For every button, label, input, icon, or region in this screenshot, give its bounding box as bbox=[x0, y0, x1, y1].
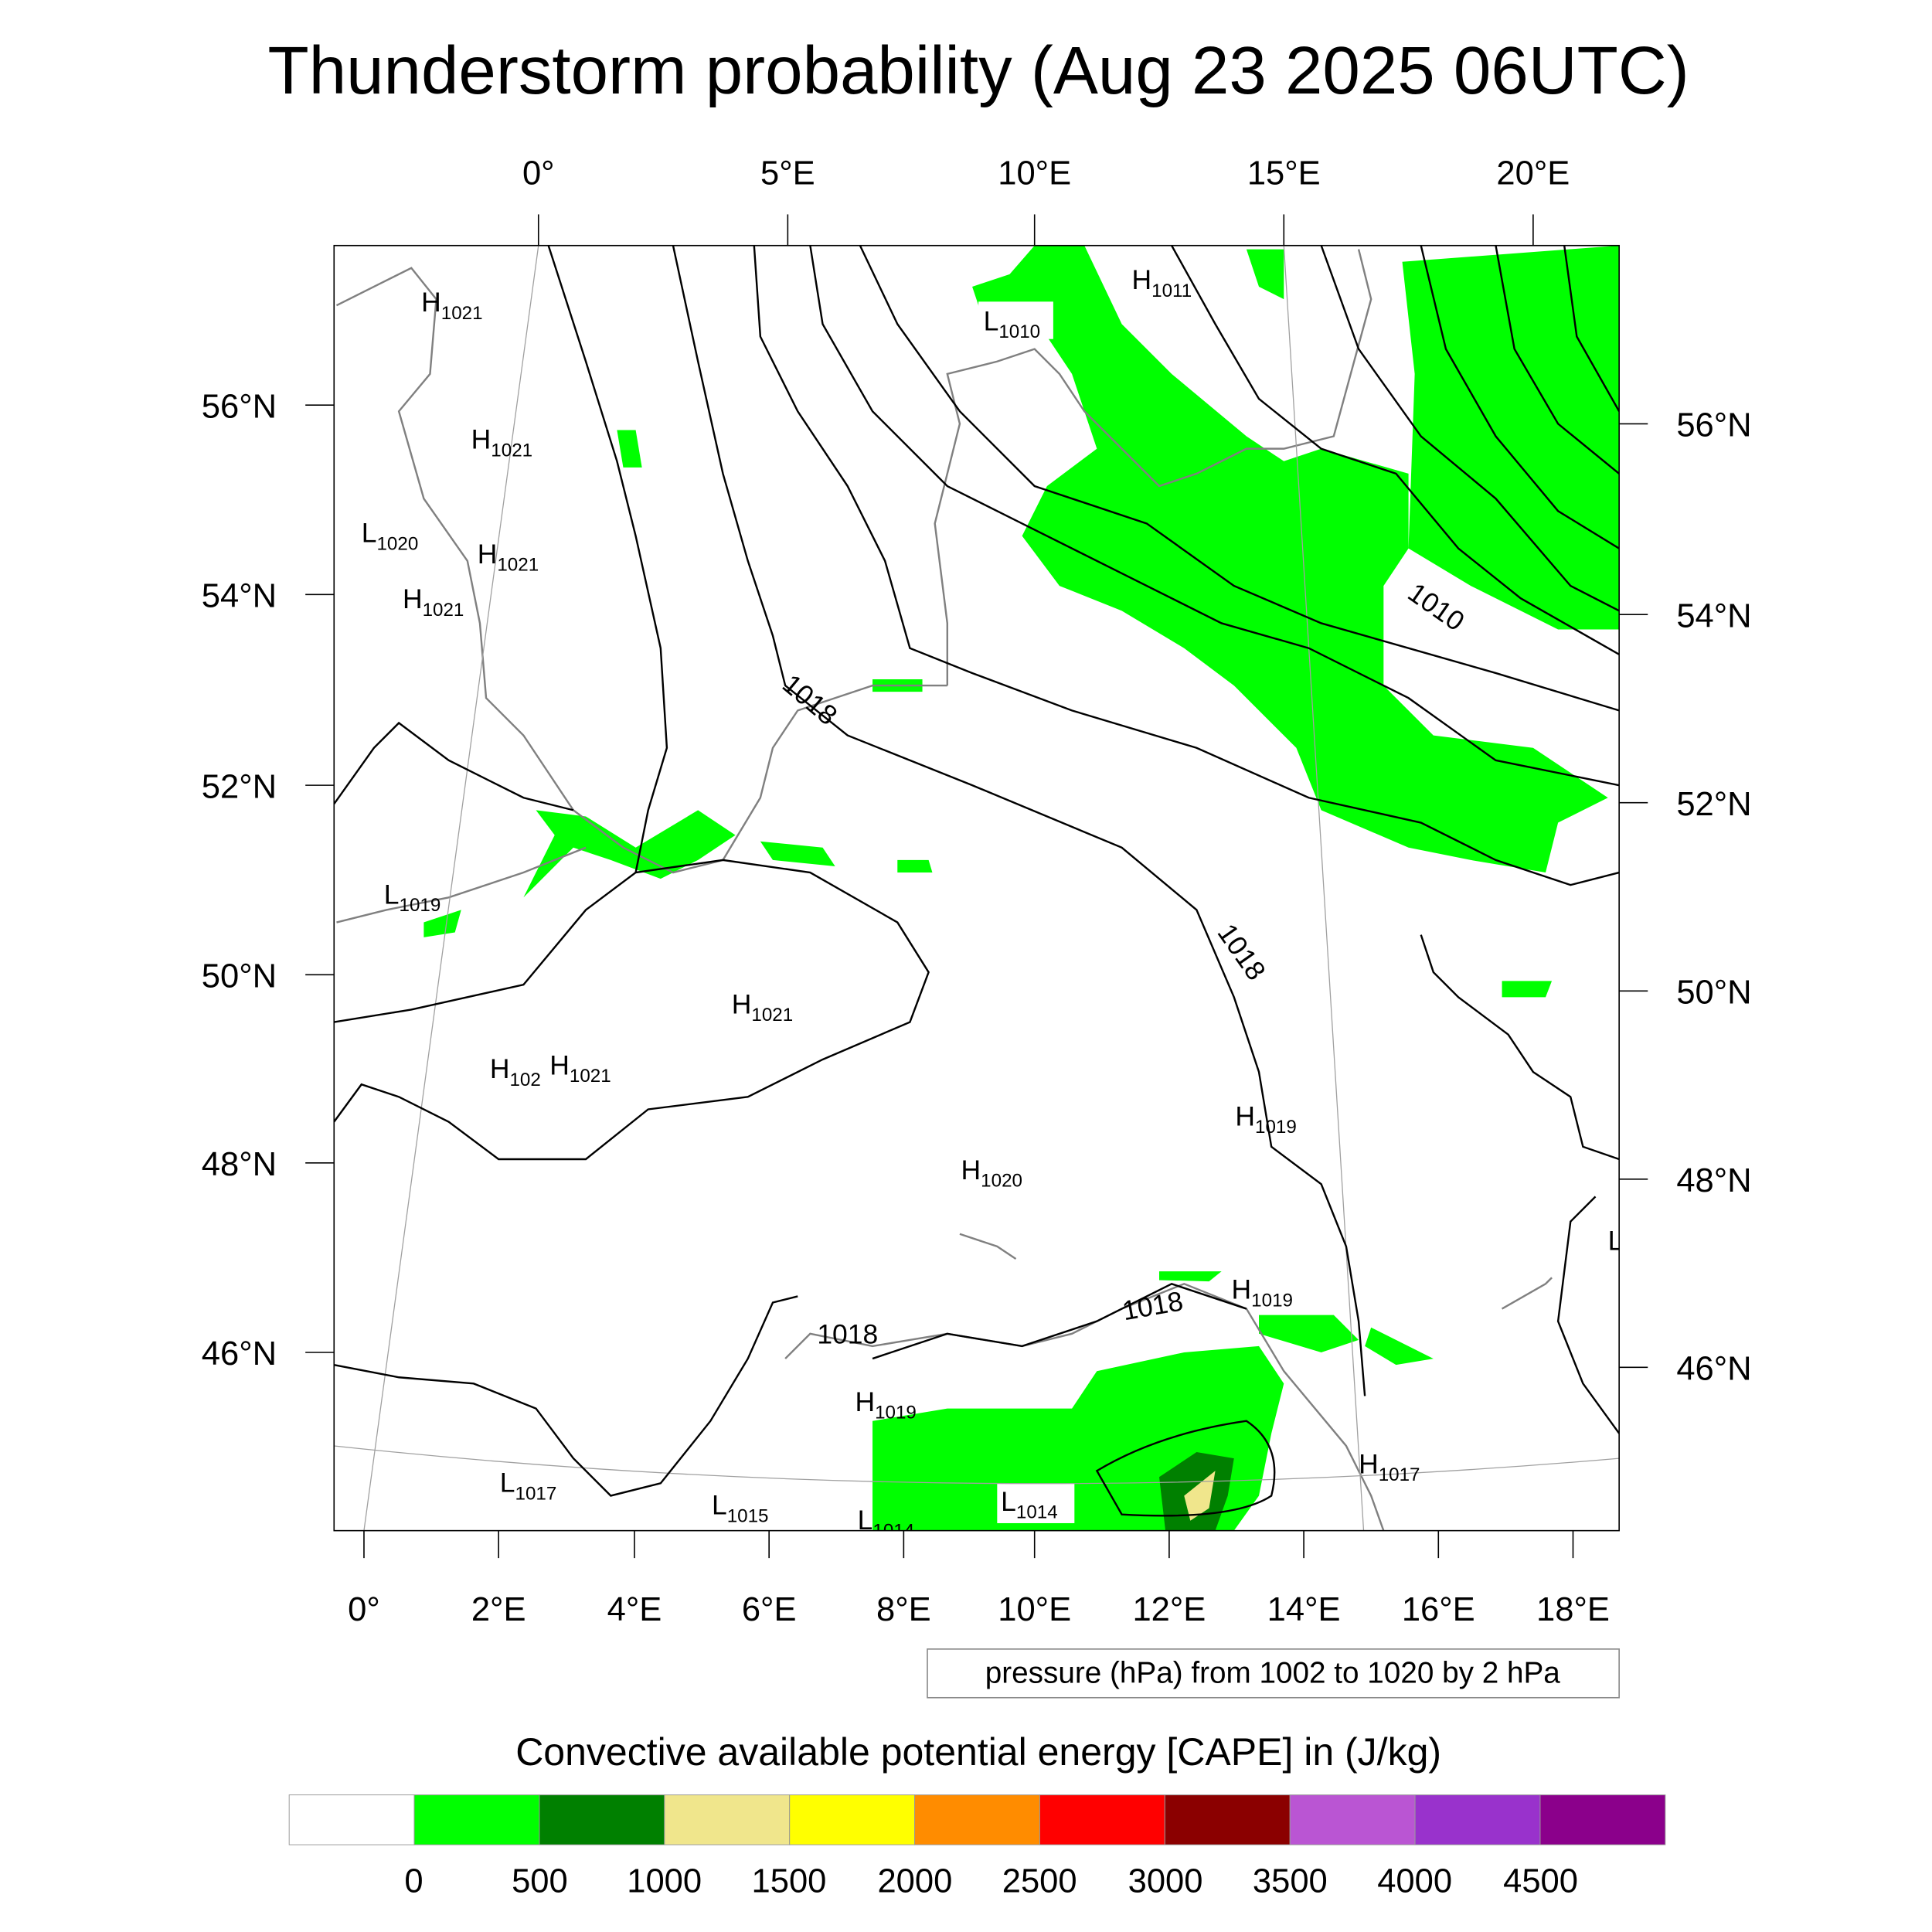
lat-label: 50°N bbox=[1676, 974, 1751, 1011]
colorbar-title: Convective available potential energy [C… bbox=[515, 1730, 1441, 1774]
lon-label: 0° bbox=[522, 155, 555, 192]
pressure-center: H1019 bbox=[855, 1386, 916, 1423]
cape-1000-1500-area bbox=[1184, 1471, 1216, 1521]
colorbar-label: 2500 bbox=[1002, 1862, 1077, 1900]
pressure-center: H1019 bbox=[1232, 1274, 1293, 1311]
colorbar-label: 1000 bbox=[627, 1862, 702, 1900]
lon-label: 10°E bbox=[998, 1591, 1071, 1628]
lon-label: 5°E bbox=[760, 155, 815, 192]
colorbar-swatch bbox=[914, 1794, 1040, 1845]
lon-label: 6°E bbox=[742, 1591, 797, 1628]
colorbar-swatch bbox=[1164, 1794, 1291, 1845]
colorbar-swatch bbox=[1414, 1794, 1541, 1845]
lon-label: 10°E bbox=[998, 155, 1071, 192]
colorbar-label: 2000 bbox=[877, 1862, 952, 1900]
colorbar-label: 1500 bbox=[752, 1862, 827, 1900]
pressure-center: L1014 bbox=[1001, 1486, 1058, 1523]
lon-label: 20°E bbox=[1496, 155, 1570, 192]
pressure-center: H1019 bbox=[1235, 1100, 1296, 1138]
top-longitude-axis: 0° 5°E 10°E 15°E 20°E bbox=[522, 155, 1570, 246]
pressure-center: H1021 bbox=[478, 539, 539, 576]
colorbar-label: 0 bbox=[404, 1862, 423, 1900]
lon-label: 15°E bbox=[1247, 155, 1321, 192]
lon-label: 0° bbox=[348, 1591, 380, 1628]
lat-label: 52°N bbox=[1676, 786, 1751, 823]
colorbar-swatch bbox=[1289, 1794, 1416, 1845]
lat-label: 46°N bbox=[202, 1335, 277, 1372]
contour-info-text: pressure (hPa) from 1002 to 1020 by 2 hP… bbox=[985, 1656, 1561, 1689]
pressure-center: H1020 bbox=[961, 1155, 1022, 1192]
colorbar-swatch bbox=[1039, 1794, 1165, 1845]
lat-label: 46°N bbox=[1676, 1350, 1751, 1387]
bottom-longitude-axis: 0° 2°E 4°E 6°E 8°E 10°E 12°E 14°E 16°E 1… bbox=[348, 1530, 1610, 1628]
pressure-center: H102 bbox=[490, 1053, 541, 1090]
colorbar-label: 4000 bbox=[1377, 1862, 1452, 1900]
graticule bbox=[334, 245, 1620, 1531]
lon-label: 18°E bbox=[1536, 1591, 1610, 1628]
lat-label: 54°N bbox=[202, 577, 277, 614]
pressure-center: L1020 bbox=[362, 518, 419, 555]
colorbar-swatch bbox=[413, 1794, 540, 1845]
colorbar-label: 3500 bbox=[1253, 1862, 1328, 1900]
pressure-center: L bbox=[1608, 1226, 1624, 1257]
lat-label: 48°N bbox=[202, 1146, 277, 1183]
pressure-center: H1021 bbox=[549, 1049, 611, 1087]
pressure-center: H1021 bbox=[732, 988, 793, 1026]
pressure-centers: H1021 H1021 L1020 H1021 H1021 L1019 H102… bbox=[362, 264, 1624, 1542]
lon-label: 8°E bbox=[876, 1591, 931, 1628]
pressure-center: L1015 bbox=[712, 1490, 769, 1527]
figure-title: Thunderstorm probability (Aug 23 2025 06… bbox=[268, 33, 1689, 108]
colorbar-label: 3000 bbox=[1128, 1862, 1203, 1900]
lon-label: 2°E bbox=[471, 1591, 526, 1628]
pressure-center: H1017 bbox=[1359, 1448, 1420, 1485]
lon-label: 4°E bbox=[607, 1591, 662, 1628]
contour-label: 1018 bbox=[817, 1319, 878, 1350]
pressure-center: H1011 bbox=[1132, 264, 1192, 301]
lat-label: 56°N bbox=[1676, 407, 1751, 444]
left-latitude-axis: 56°N 54°N 52°N 50°N 48°N 46°N bbox=[202, 388, 335, 1372]
lat-label: 54°N bbox=[1676, 597, 1751, 634]
colorbar-swatch bbox=[539, 1794, 665, 1845]
cape-colorbar: Convective available potential energy [C… bbox=[288, 1730, 1666, 1900]
coastlines bbox=[335, 249, 1553, 1531]
lon-label: 16°E bbox=[1402, 1591, 1475, 1628]
lat-label: 50°N bbox=[202, 957, 277, 995]
pressure-center: L1010 bbox=[984, 305, 1041, 342]
lat-label: 48°N bbox=[1676, 1162, 1751, 1199]
pressure-center: L1019 bbox=[384, 879, 441, 916]
colorbar-label: 500 bbox=[512, 1862, 568, 1900]
isobar-contours bbox=[334, 245, 1620, 1517]
colorbar-label: 4500 bbox=[1503, 1862, 1578, 1900]
map-panel: 1010 1018 1018 1018 1018 H1021 H1021 L10… bbox=[333, 244, 1624, 1542]
lat-label: 52°N bbox=[202, 768, 277, 805]
lon-label: 14°E bbox=[1267, 1591, 1341, 1628]
colorbar-swatch bbox=[1539, 1794, 1666, 1845]
cape-0-500-areas bbox=[423, 245, 1620, 1531]
pressure-center: H1021 bbox=[403, 583, 464, 621]
pressure-center: L1017 bbox=[500, 1468, 557, 1505]
colorbar-swatch bbox=[664, 1794, 791, 1845]
pressure-center: H1021 bbox=[421, 287, 482, 324]
map-frame bbox=[333, 244, 1620, 1532]
colorbar-swatch bbox=[789, 1794, 916, 1845]
lat-label: 56°N bbox=[202, 388, 277, 425]
pressure-center: L1014 bbox=[858, 1505, 915, 1542]
contour-info-box: pressure (hPa) from 1002 to 1020 by 2 hP… bbox=[927, 1648, 1620, 1699]
colorbar-swatch bbox=[288, 1794, 415, 1845]
pressure-center: H1021 bbox=[471, 424, 532, 461]
right-latitude-axis: 56°N 54°N 52°N 50°N 48°N 46°N bbox=[1619, 407, 1752, 1387]
lon-label: 12°E bbox=[1132, 1591, 1206, 1628]
